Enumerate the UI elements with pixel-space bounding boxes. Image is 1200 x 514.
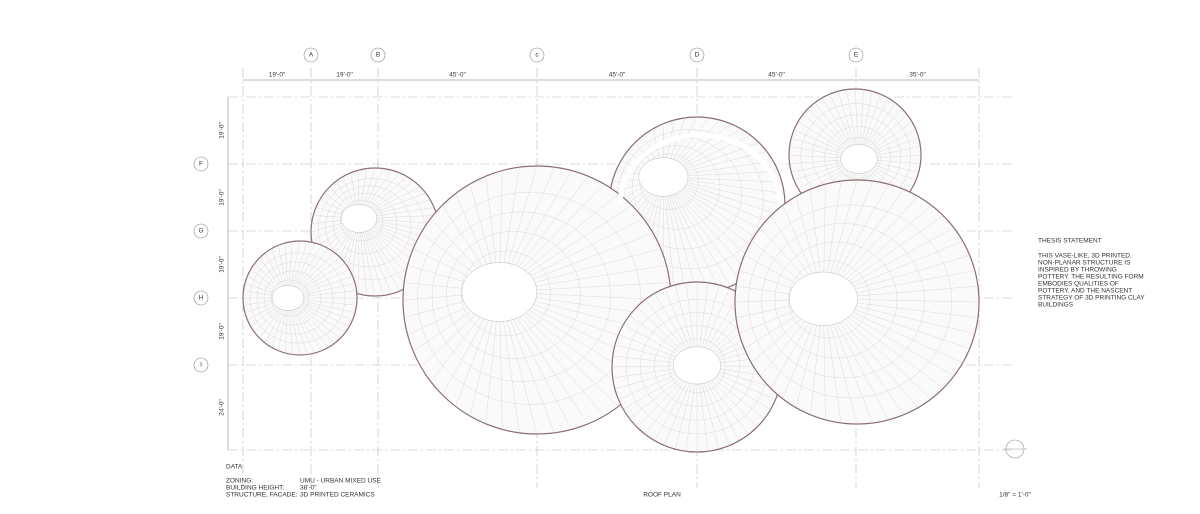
column-label: D [695,52,700,59]
dome-rib [663,176,720,291]
grid-bubble [689,47,705,63]
row-label: I [200,362,202,369]
dome-ring [332,192,398,255]
dome [242,240,358,356]
dome-rib [663,176,709,293]
dome-oculus [788,271,858,326]
dome-ring [460,250,551,336]
dome [734,179,980,425]
dome-rib [663,176,731,287]
row-dimension: 19'-0" [219,256,226,273]
dome-rib [663,176,698,294]
column-dimension: 45'-0" [449,72,466,79]
row-dimension: 19'-0" [219,323,226,340]
dome-rib [663,176,742,282]
dome-ring [446,231,581,359]
column-dimension: 45'-0" [609,72,626,79]
thesis-line: EMBODIES QUALITIES OF [1038,281,1119,288]
column-dimension: 35'-0" [909,72,926,79]
dome-oculus [340,204,378,233]
dome-oculus [840,144,878,174]
thesis-title: THESIS STATEMENT [1038,238,1102,245]
column-label: A [309,52,314,59]
row-dimension: 19'-0" [219,122,226,139]
dome-ring [431,211,611,382]
thesis-line: POTTERY. THE RESULTING FORM [1038,274,1144,281]
grid-bubble [303,47,319,63]
dome-ring [761,223,925,379]
domes [242,88,980,453]
data-value: UMU - URBAN MIXED USE [300,478,382,485]
data-value: 3D PRINTED CERAMICS [300,492,375,499]
thesis-line: THIS VASE-LIKE, 3D PRINTED, [1038,253,1132,260]
dome [402,165,672,435]
dome-rib [663,176,751,275]
grid-bubble [193,290,209,306]
column-dimension: 19'-0" [336,72,353,79]
grid-bubble [529,47,545,63]
data-title: DATA [226,464,243,471]
row-dimension: 24'-0" [219,399,226,416]
dome-oculus [672,346,722,385]
arch-opening [617,132,783,206]
drawing-title: ROOF PLAN [643,492,681,499]
dome-ring [774,241,898,359]
column-label: B [376,52,380,59]
grid-bubble [193,156,209,172]
row-dimension: 19'-0" [219,189,226,206]
dome-ring [631,145,721,230]
row-label: F [199,161,203,168]
dome-ring [263,270,322,326]
thesis-line: STRATEGY OF 3D PRINTING CLAY [1038,295,1145,302]
dome-ring [256,261,334,335]
column-label: c [535,52,539,59]
row-label: G [198,228,203,235]
grid-bubble [193,357,209,373]
dome-oculus [638,157,689,197]
dome-oculus [271,285,305,311]
grid-bubble [370,47,386,63]
dome-ring [668,338,726,393]
dome-ring [748,204,952,399]
dome-ring [417,192,642,405]
grid-bubble [193,223,209,239]
header-scale: 1/2" = 1'-0" [205,0,237,2]
dome-ring [249,252,346,344]
dome-ring [325,185,412,268]
data-value: 38'-0" [300,485,317,492]
dome-ring [788,260,870,339]
data-key: STRUCTURE, FACADE: [226,492,298,499]
dome-ring [836,137,881,180]
header-title: WALL DETAIL AND ELEVATION [82,0,176,2]
column-label: E [854,52,859,59]
dome-oculus [461,262,538,322]
row-label: H [199,295,204,302]
dome-ring [340,200,384,242]
column-dimension: 19'-0" [269,72,286,79]
dome-ring [270,279,310,317]
drawing-scale: 1/8" = 1'-0" [999,492,1031,499]
dome-ring [654,325,740,407]
column-dimension: 45'-0" [768,72,785,79]
data-key: ZONING: [226,478,253,485]
thesis-line: INSPIRED BY THROWING [1038,267,1117,274]
thesis-line: BUILDINGS [1038,302,1074,309]
grid-bubble [848,47,864,63]
data-key: BUILDING HEIGHT: [226,485,284,492]
thesis-line: NON-PLANAR STRUCTURE IS [1038,260,1131,267]
thesis-line: POTTERY, AND THE NASCENT [1038,288,1132,295]
